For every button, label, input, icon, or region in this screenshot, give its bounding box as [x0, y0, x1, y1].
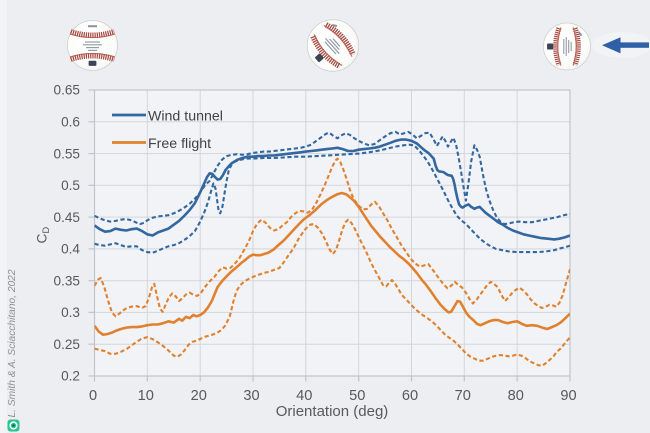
svg-text:CD: CD — [35, 227, 51, 244]
svg-text:L. Smith & A. Sciacchitano, 20: L. Smith & A. Sciacchitano, 2022 — [7, 269, 18, 417]
svg-text:0.25: 0.25 — [54, 337, 80, 352]
svg-text:0.2: 0.2 — [61, 369, 80, 384]
svg-text:0.4: 0.4 — [61, 242, 80, 257]
svg-text:Orientation (deg): Orientation (deg) — [276, 403, 389, 420]
svg-text:80: 80 — [508, 388, 524, 404]
svg-text:90: 90 — [560, 388, 576, 404]
svg-text:60: 60 — [402, 388, 418, 404]
svg-text:0.5: 0.5 — [61, 178, 80, 193]
svg-text:0.35: 0.35 — [54, 273, 80, 288]
svg-text:0.6: 0.6 — [61, 115, 80, 130]
svg-text:0.3: 0.3 — [61, 305, 80, 320]
svg-text:0.45: 0.45 — [54, 210, 80, 225]
svg-text:50: 50 — [349, 388, 365, 404]
svg-text:0.65: 0.65 — [54, 83, 80, 98]
svg-text:30: 30 — [243, 388, 259, 404]
svg-text:Wind tunnel: Wind tunnel — [148, 109, 223, 125]
svg-text:0.55: 0.55 — [54, 146, 80, 161]
svg-text:20: 20 — [191, 388, 207, 404]
svg-text:Free flight: Free flight — [148, 136, 211, 152]
svg-text:10: 10 — [138, 388, 154, 404]
svg-text:40: 40 — [296, 388, 312, 404]
svg-text:70: 70 — [455, 388, 471, 404]
svg-text:0: 0 — [89, 388, 97, 404]
